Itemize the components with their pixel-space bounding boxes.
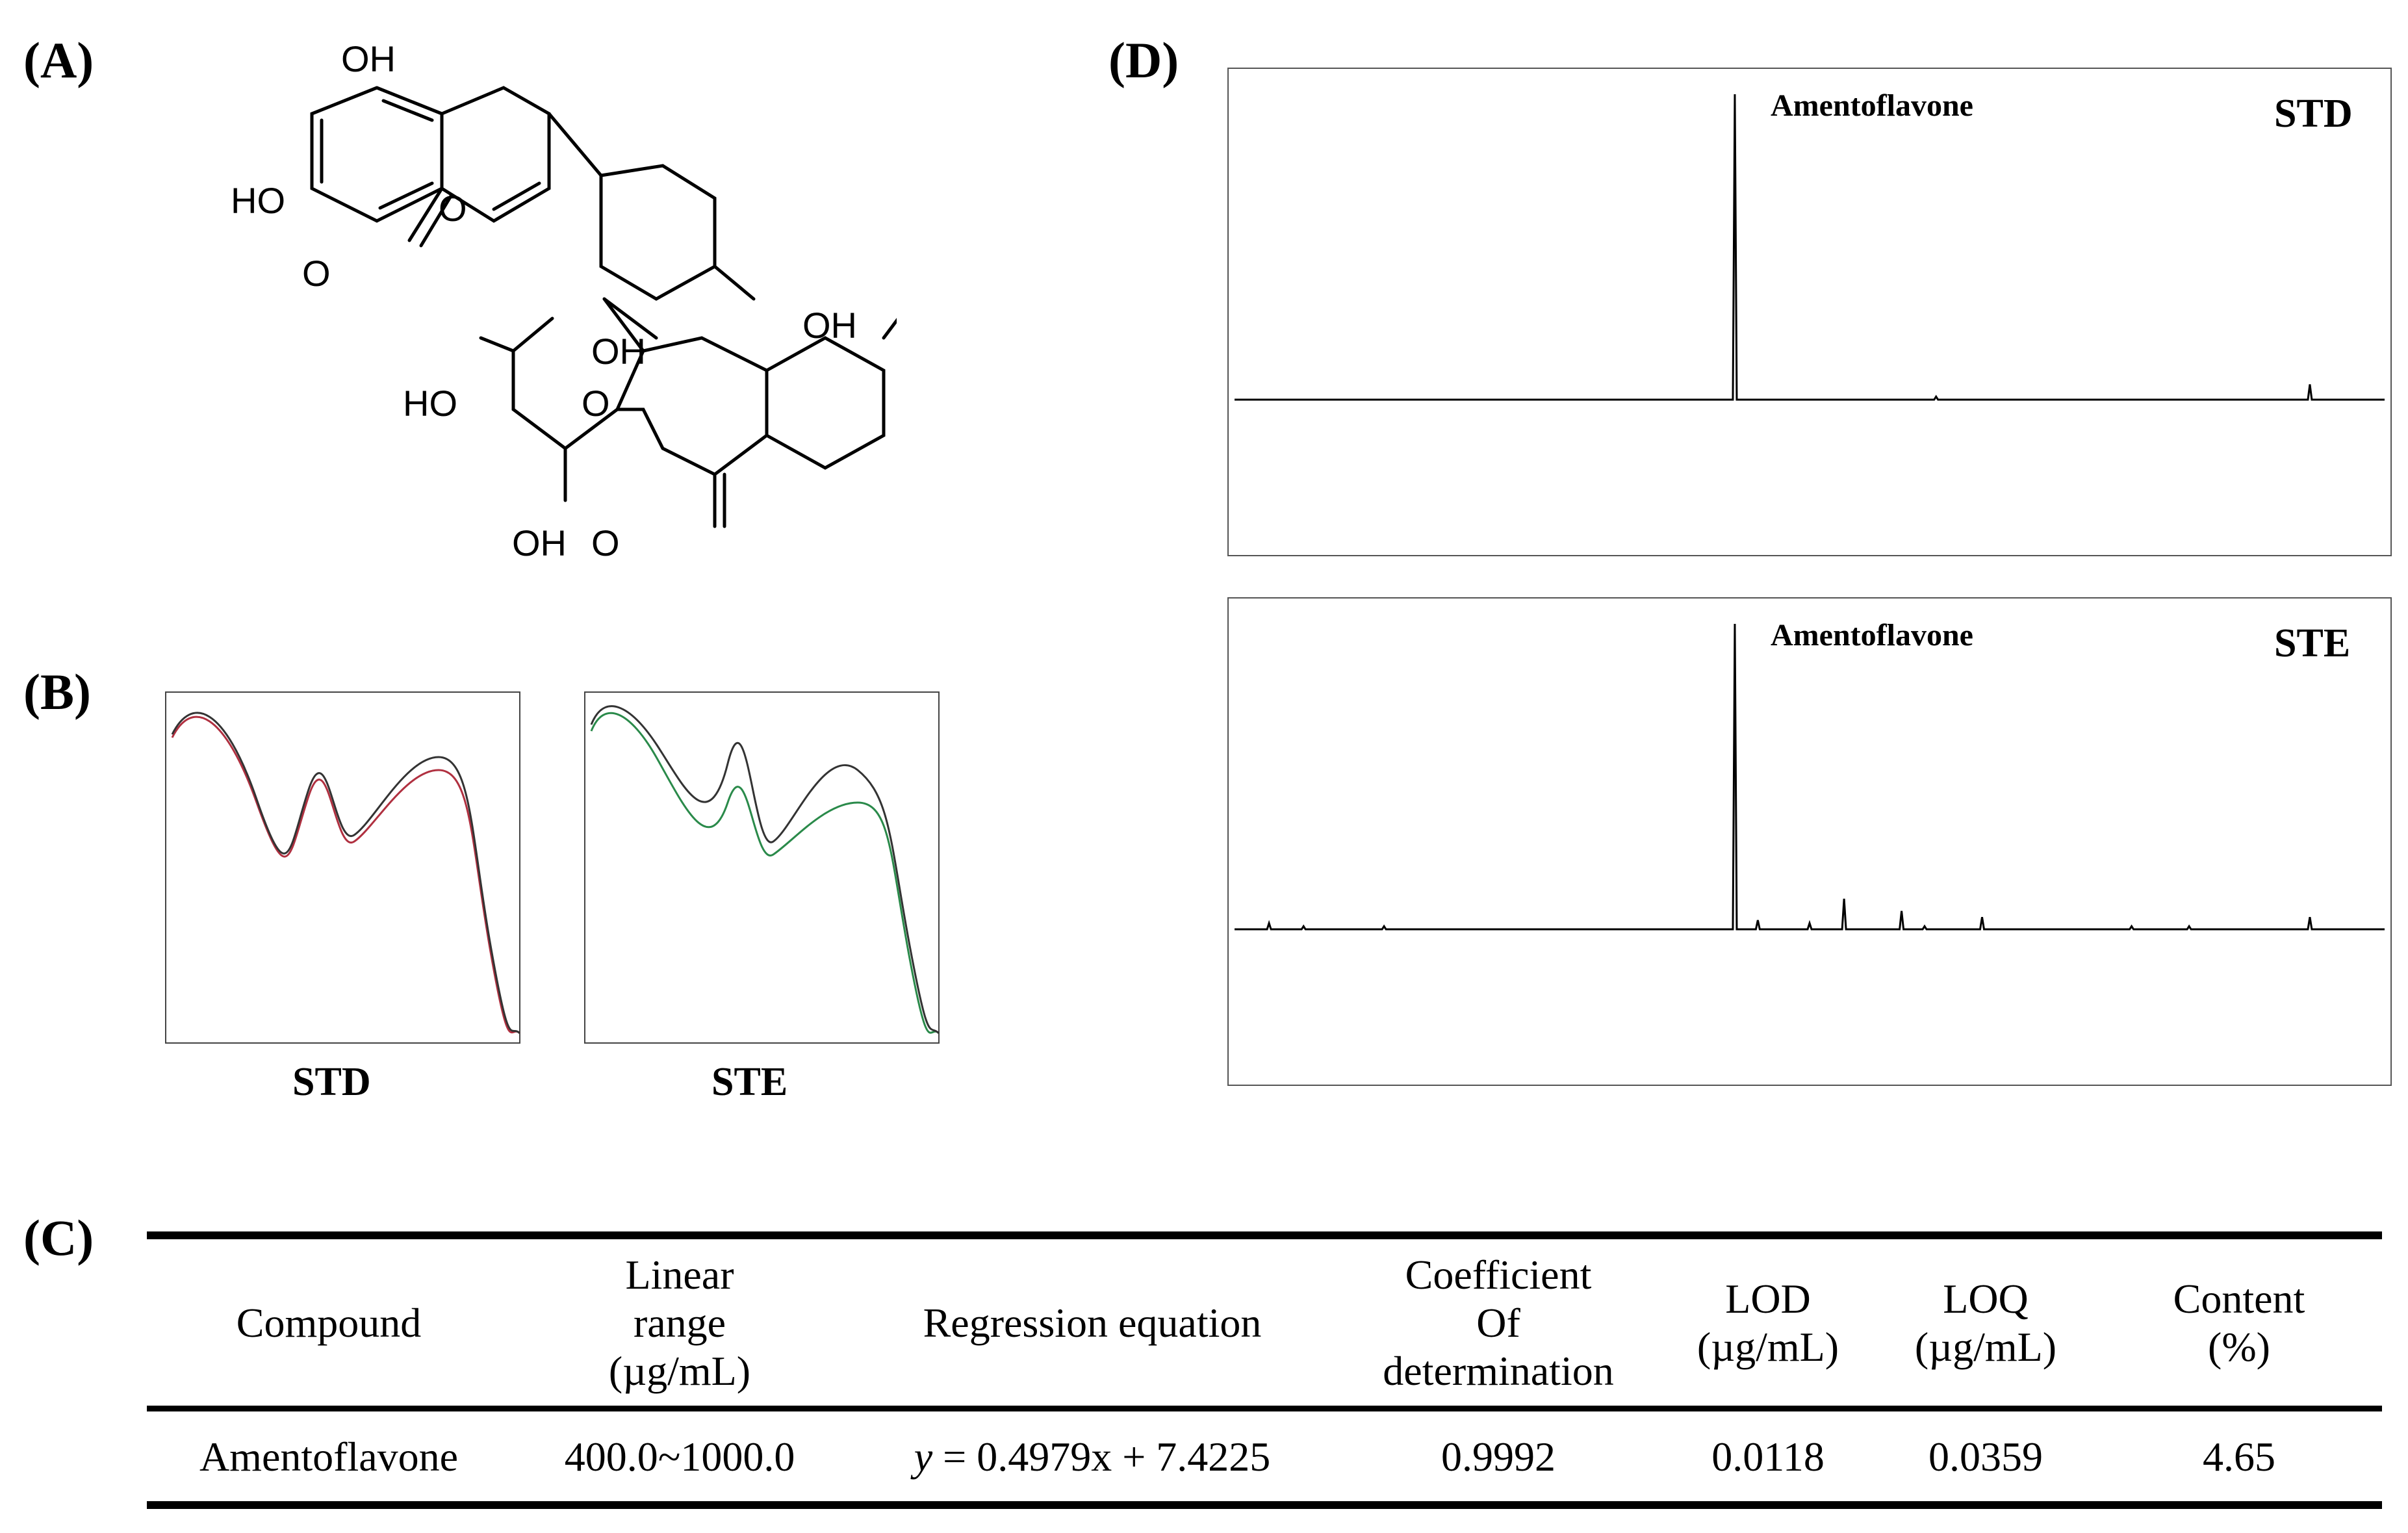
header-linear-range: Linear range (µg/mL) bbox=[608, 1252, 751, 1394]
uv-std-curve-1 bbox=[171, 715, 521, 1035]
table-top-rule bbox=[147, 1231, 2382, 1239]
label-o-2: O bbox=[302, 253, 331, 294]
panel-label-a: (A) bbox=[23, 32, 94, 88]
header-lod: LOD (µg/mL) bbox=[1697, 1276, 1839, 1370]
ring-a1 bbox=[310, 86, 444, 223]
ring-c1 bbox=[440, 86, 551, 223]
table-header-row: Compound Linear range (µg/mL) Regression e… bbox=[147, 1238, 2382, 1408]
hplc-ste-trace bbox=[1235, 623, 2385, 931]
table-row: Amentoflavone 400.0~1000.0 y = 0.4979x +… bbox=[147, 1408, 2382, 1506]
amentoflavone-structure: OH HO O O OH OH HO O OH O bbox=[231, 38, 897, 563]
uv-caption-std: STD bbox=[292, 1060, 371, 1104]
header-compound: Compound bbox=[236, 1300, 422, 1346]
hplc-std-tag: STD bbox=[2274, 92, 2353, 136]
table-bottom-rule bbox=[147, 1501, 2382, 1509]
cell-compound: Amentoflavone bbox=[199, 1434, 459, 1480]
panel-label-d: (D) bbox=[1108, 32, 1179, 88]
uv-ste-curve-2 bbox=[590, 705, 940, 1035]
table-mid-rule bbox=[147, 1406, 2382, 1411]
ring-b1 bbox=[599, 164, 717, 301]
header-content: Content (%) bbox=[2173, 1276, 2305, 1370]
cell-lod: 0.0118 bbox=[1711, 1434, 1825, 1480]
label-o-1: O bbox=[439, 188, 467, 229]
cell-content: 4.65 bbox=[2203, 1434, 2275, 1480]
cell-r2: 0.9992 bbox=[1441, 1434, 1556, 1480]
header-coefficient: Coefficient Of determination bbox=[1383, 1252, 1614, 1394]
uv-caption-ste: STE bbox=[711, 1060, 788, 1104]
label-oh-3: OH bbox=[802, 305, 857, 346]
label-ho-2: HO bbox=[403, 383, 457, 424]
uv-spectrum-ste bbox=[584, 691, 940, 1044]
header-loq: LOQ (µg/mL) bbox=[1914, 1276, 2057, 1370]
hplc-chromatogram-ste bbox=[1227, 597, 2392, 1086]
hplc-std-compound-label: Amentoflavone bbox=[1771, 88, 1973, 123]
ring-c2 bbox=[615, 336, 769, 476]
hplc-ste-compound-label: Amentoflavone bbox=[1771, 618, 1973, 652]
uv-std-curve-2 bbox=[171, 712, 521, 1035]
hplc-ste-tag: STE bbox=[2274, 621, 2351, 665]
header-regression: Regression equation bbox=[923, 1300, 1262, 1346]
panel-label-c: (C) bbox=[23, 1209, 94, 1266]
label-ho-1: HO bbox=[231, 180, 285, 221]
uv-spectrum-std bbox=[165, 691, 521, 1044]
panel-label-b: (B) bbox=[23, 663, 91, 720]
label-oh-4: OH bbox=[512, 522, 567, 563]
cell-linear-range: 400.0~1000.0 bbox=[564, 1434, 795, 1480]
ring-a2 bbox=[511, 297, 645, 451]
uv-ste-curve-1 bbox=[590, 712, 940, 1035]
cell-loq: 0.0359 bbox=[1928, 1434, 2043, 1480]
results-table: Compound Linear range (µg/mL) Regression e… bbox=[147, 1238, 2382, 1506]
label-o-4: O bbox=[591, 522, 620, 563]
label-oh-2: OH bbox=[591, 331, 646, 372]
hplc-std-trace bbox=[1235, 94, 2385, 401]
label-oh-1: OH bbox=[341, 38, 396, 79]
cell-regression: y = 0.4979x + 7.4225 bbox=[914, 1434, 1271, 1480]
hplc-chromatogram-std bbox=[1227, 68, 2392, 556]
ring-phenyl bbox=[765, 336, 886, 470]
label-o-3: O bbox=[582, 383, 610, 424]
